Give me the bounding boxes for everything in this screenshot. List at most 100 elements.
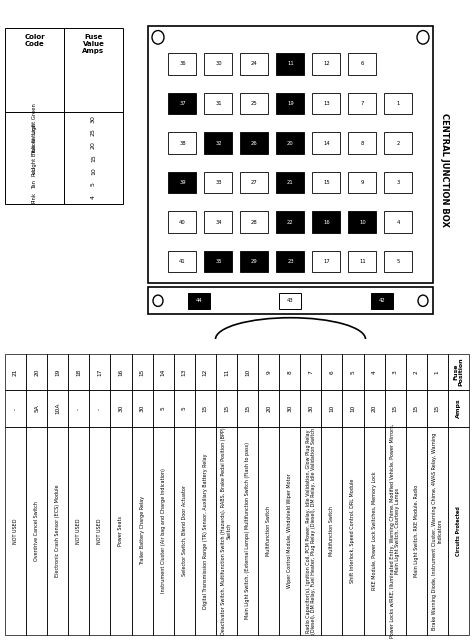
Text: Multifunction Switch: Multifunction Switch — [266, 506, 271, 556]
Bar — [174, 390, 195, 427]
Text: 20: 20 — [91, 141, 96, 149]
Text: 15: 15 — [392, 404, 398, 412]
Bar — [258, 353, 279, 390]
Bar — [312, 251, 340, 273]
Text: 38: 38 — [179, 141, 186, 145]
Text: Instrument Cluster (Air bag and Charge Indication): Instrument Cluster (Air bag and Charge I… — [161, 468, 166, 593]
Bar — [47, 427, 68, 635]
Bar — [406, 427, 427, 635]
Bar — [204, 53, 233, 75]
Bar — [153, 427, 174, 635]
Bar — [276, 172, 304, 193]
Text: 3: 3 — [392, 370, 398, 374]
Text: 23: 23 — [287, 259, 294, 264]
Bar — [153, 353, 174, 390]
Bar — [132, 427, 153, 635]
Text: 30: 30 — [308, 404, 313, 412]
Text: 1: 1 — [397, 101, 400, 106]
Text: Circuits Protected: Circuits Protected — [456, 506, 461, 556]
Text: 31: 31 — [215, 101, 222, 106]
Text: Fuse
Value
Amps: Fuse Value Amps — [82, 34, 105, 54]
Text: 15: 15 — [245, 404, 250, 412]
Text: 11: 11 — [287, 61, 294, 67]
Text: 12: 12 — [203, 368, 208, 376]
Bar — [280, 293, 301, 308]
Bar — [204, 93, 233, 114]
Text: 30: 30 — [139, 404, 145, 412]
Bar — [5, 427, 26, 635]
Text: Tan: Tan — [32, 179, 37, 189]
Text: 2: 2 — [414, 370, 419, 374]
Bar — [216, 390, 237, 427]
Bar — [5, 28, 123, 204]
Text: 24: 24 — [251, 61, 258, 67]
Text: Overdrive Cancel Switch: Overdrive Cancel Switch — [34, 501, 39, 561]
Bar — [427, 390, 448, 427]
Bar — [448, 390, 469, 427]
Bar — [427, 427, 448, 635]
Bar — [237, 353, 258, 390]
Bar — [26, 353, 47, 390]
Bar — [188, 293, 210, 308]
Text: Amps: Amps — [456, 399, 461, 419]
Text: 15: 15 — [203, 404, 208, 412]
Text: 32: 32 — [215, 141, 222, 145]
Text: 11: 11 — [359, 259, 366, 264]
Text: Red: Red — [32, 166, 37, 176]
Text: 14: 14 — [161, 368, 166, 376]
Text: 21: 21 — [13, 368, 18, 376]
Bar — [5, 353, 26, 390]
Bar — [364, 427, 384, 635]
Text: Trailer Battery Charge Relay: Trailer Battery Charge Relay — [139, 496, 145, 566]
Text: CENTRAL JUNCTION BOX: CENTRAL JUNCTION BOX — [440, 113, 449, 227]
Text: 30: 30 — [215, 61, 222, 67]
Text: 26: 26 — [251, 141, 258, 145]
Bar — [300, 390, 321, 427]
Text: 36: 36 — [179, 61, 186, 67]
Bar — [321, 427, 342, 635]
Text: 18: 18 — [76, 368, 82, 376]
Bar — [237, 427, 258, 635]
Text: Shift Interlock, Speed Control, DRL Module: Shift Interlock, Speed Control, DRL Modu… — [350, 479, 356, 583]
Bar — [371, 293, 392, 308]
Bar — [216, 427, 237, 635]
Bar — [240, 172, 268, 193]
Bar — [448, 353, 469, 390]
Bar — [276, 53, 304, 75]
Text: 30: 30 — [287, 404, 292, 412]
Text: NOT USED: NOT USED — [98, 518, 102, 543]
Text: 33: 33 — [215, 180, 222, 185]
Text: 30: 30 — [91, 115, 96, 123]
Text: 16: 16 — [323, 220, 330, 225]
Text: 15: 15 — [224, 404, 229, 412]
Bar — [384, 427, 406, 635]
Bar — [132, 390, 153, 427]
Text: 5A: 5A — [34, 404, 39, 412]
Bar — [153, 390, 174, 427]
Text: Wiper Control Module, Windshield Wiper Motor: Wiper Control Module, Windshield Wiper M… — [287, 474, 292, 588]
Text: 8: 8 — [287, 370, 292, 374]
Text: 37: 37 — [179, 101, 186, 106]
Text: 4: 4 — [397, 220, 400, 225]
Text: 20: 20 — [287, 141, 294, 145]
Text: 12: 12 — [323, 61, 330, 67]
Text: 9: 9 — [361, 180, 364, 185]
Bar — [342, 353, 364, 390]
Bar — [348, 172, 376, 193]
Bar — [148, 26, 433, 283]
Bar — [384, 211, 412, 233]
Bar — [204, 172, 233, 193]
Text: 29: 29 — [251, 259, 258, 264]
Text: Multifunction Switch: Multifunction Switch — [329, 506, 335, 556]
Bar — [384, 93, 412, 114]
Bar — [406, 390, 427, 427]
Bar — [364, 390, 384, 427]
Bar — [258, 390, 279, 427]
Text: 44: 44 — [196, 298, 203, 303]
Bar — [312, 132, 340, 154]
Bar — [279, 353, 300, 390]
Text: 15: 15 — [435, 404, 440, 412]
Text: 20: 20 — [266, 404, 271, 412]
Text: 14: 14 — [323, 141, 330, 145]
Bar — [240, 93, 268, 114]
